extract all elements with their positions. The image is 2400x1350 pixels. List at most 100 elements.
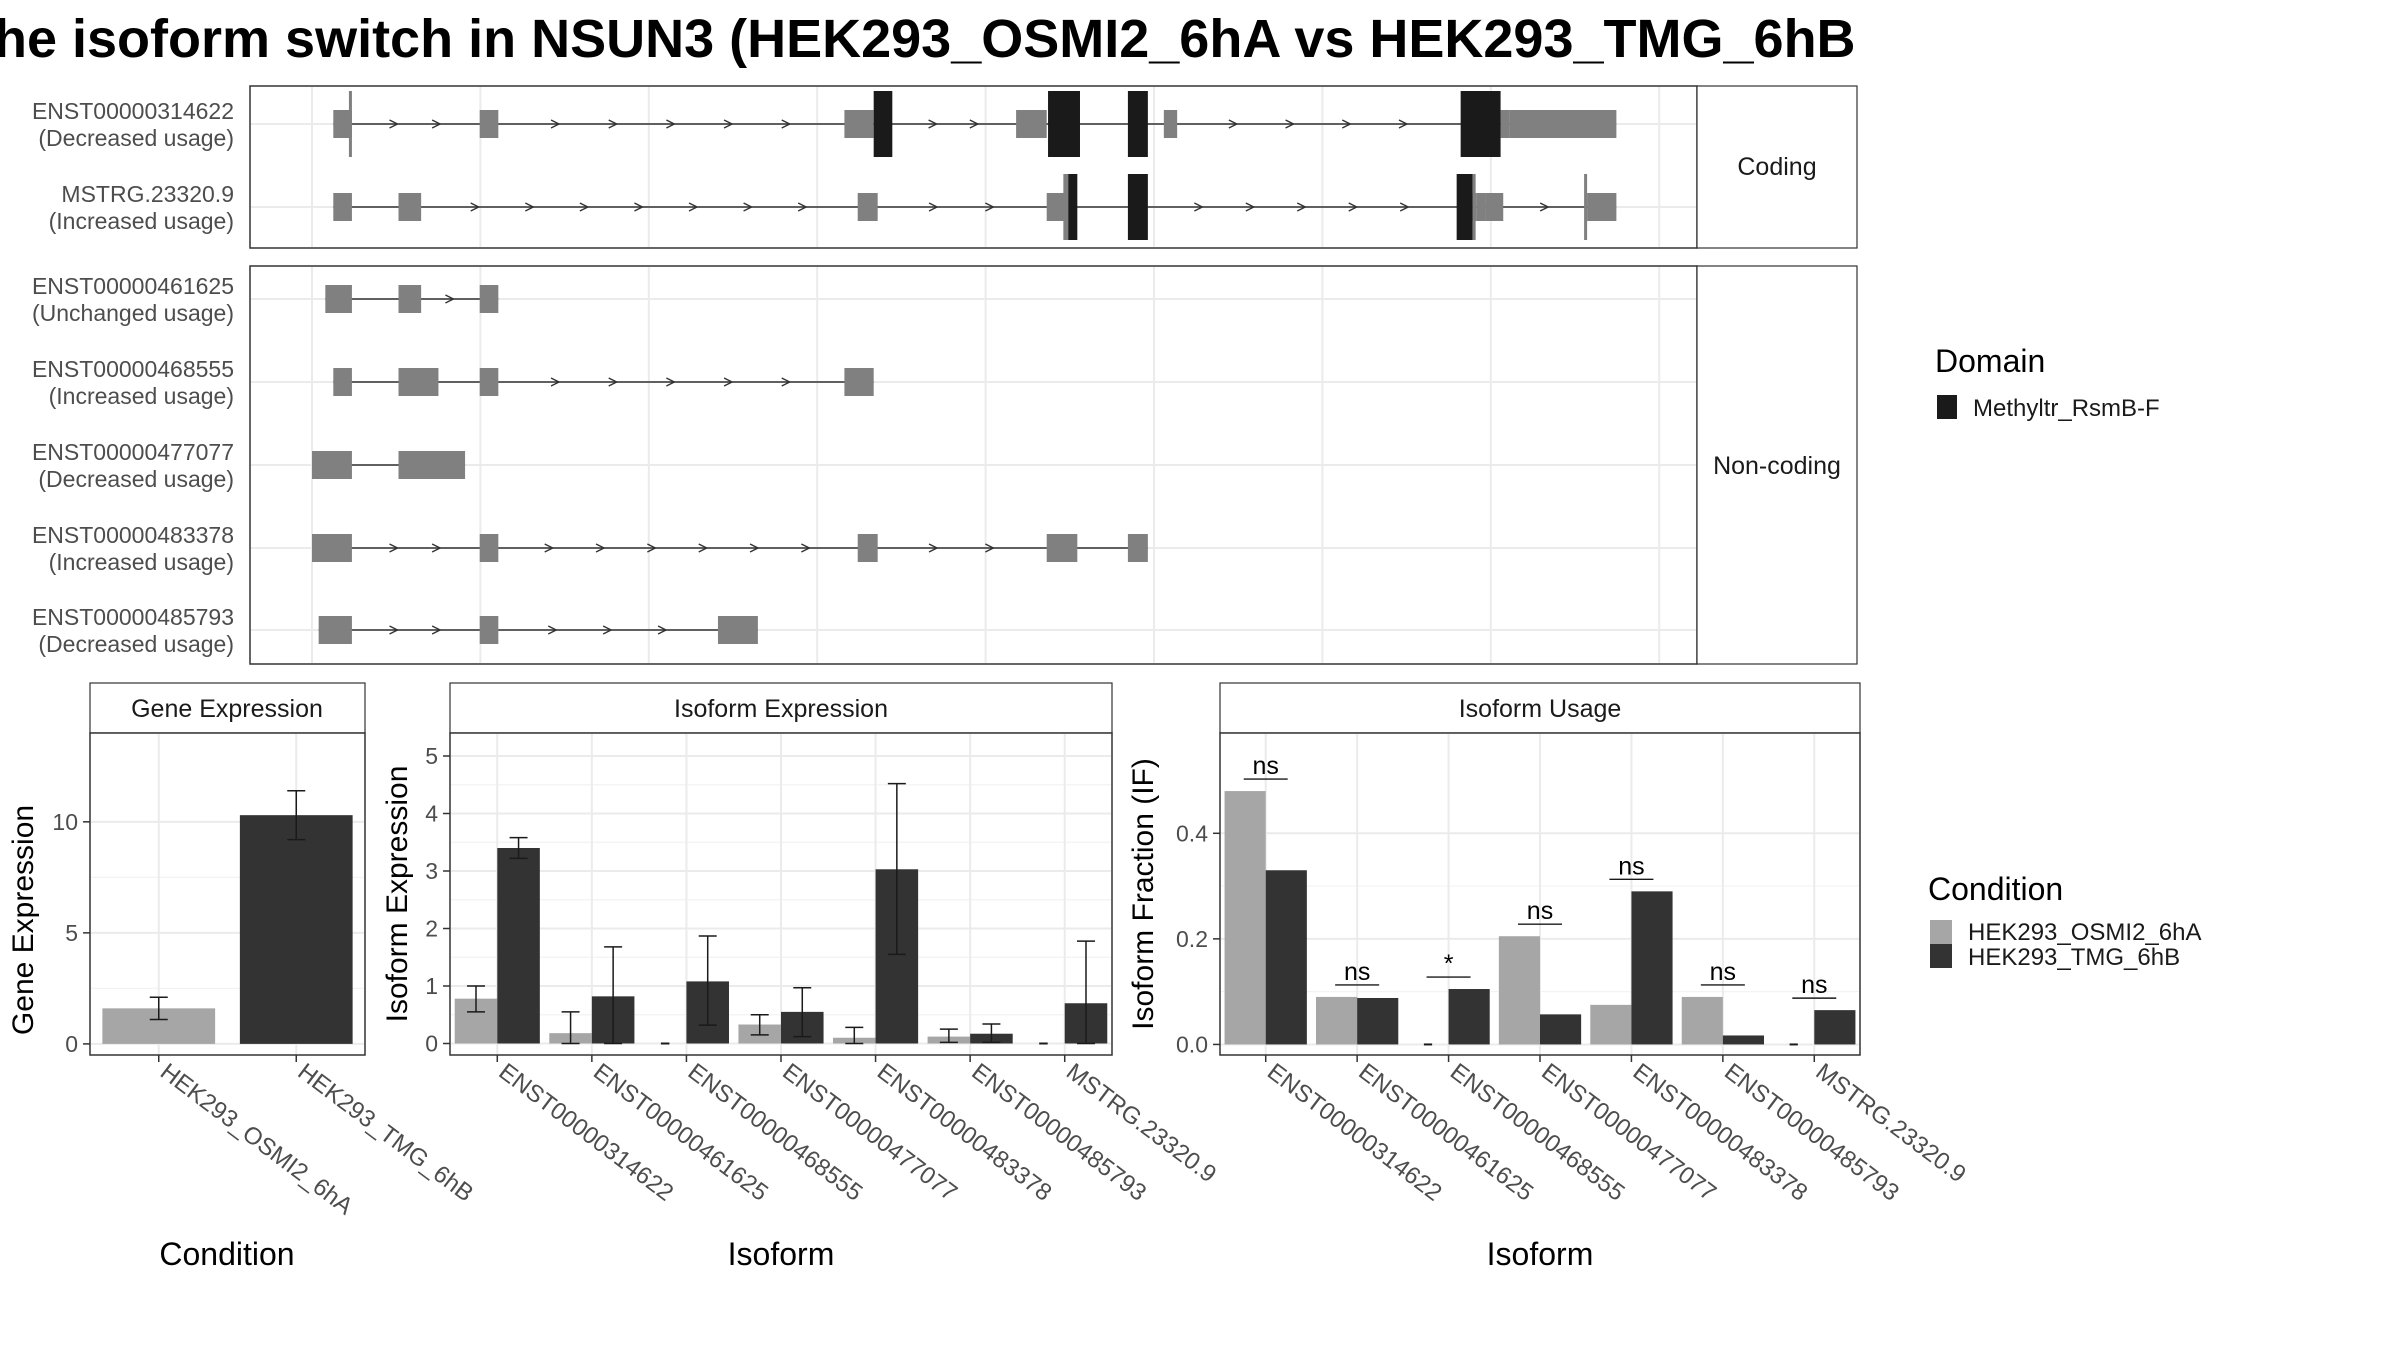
- transcript-id-label: ENST00000485793: [32, 604, 234, 630]
- x-tick-label: MSTRG.23320.9: [1811, 1058, 1971, 1188]
- isoform-usage-ylabel: Isoform Fraction (IF): [1127, 758, 1160, 1030]
- x-tick-label: ENST00000468555: [683, 1058, 868, 1206]
- transcript-model: [312, 451, 466, 479]
- transcript-model: [312, 534, 1148, 562]
- exon: [717, 616, 758, 644]
- condition-legend-key-b: [1930, 944, 1952, 968]
- exon: [479, 616, 499, 644]
- transcript-models: [312, 91, 1617, 644]
- significance-label: ns: [1710, 958, 1736, 986]
- error-bar: [887, 782, 906, 956]
- y-tick-label: 1: [425, 973, 438, 999]
- condition-legend-label-a: HEK293_OSMI2_6hA: [1968, 919, 2201, 946]
- gene-expression-xlabel: Condition: [159, 1236, 294, 1272]
- error-bar: [287, 789, 306, 841]
- exon: [325, 285, 352, 313]
- cds-start-mark: [348, 91, 352, 157]
- y-tick-label: 0.2: [1176, 926, 1208, 952]
- y-tick-label: 0: [425, 1031, 438, 1057]
- error-bar: [604, 946, 623, 1045]
- direction-arrow: [1296, 202, 1307, 212]
- bar: [1814, 1010, 1856, 1045]
- y-tick-label: 2: [425, 916, 438, 942]
- noncoding-strip: [1696, 265, 1858, 665]
- exon: [1587, 193, 1617, 221]
- direction-arrow: [1399, 202, 1410, 212]
- bar: [497, 848, 540, 1044]
- error-bar: [698, 935, 717, 1026]
- exon: [398, 368, 439, 396]
- significance-label: ns: [1618, 852, 1644, 880]
- isoform-usage-title: Isoform Usage: [1459, 695, 1622, 723]
- transcript-structure-panels: Coding Non-coding ENST00000314622(Decrea…: [32, 85, 1858, 665]
- exon: [333, 110, 352, 138]
- direction-arrow: [1398, 119, 1409, 129]
- error-bar: [149, 996, 168, 1021]
- condition-legend-label-b: HEK293_TMG_6hB: [1968, 944, 2180, 971]
- direction-arrow: [647, 543, 657, 553]
- x-tick-label: ENST00000314622: [494, 1058, 679, 1206]
- direction-arrow: [389, 625, 400, 635]
- isoform-expression-xlabel: Isoform: [728, 1236, 835, 1272]
- y-tick-label: 3: [425, 858, 438, 884]
- domain-block: [1127, 174, 1148, 240]
- isoform-expression-panel: Isoform Expression 0 1 2 3 4 5 ENST00000314622…: [381, 682, 1221, 1272]
- direction-arrow: [723, 119, 734, 129]
- exon: [318, 616, 352, 644]
- bar: [1722, 1035, 1764, 1045]
- transcript-model: [318, 616, 758, 644]
- noncoding-strip-label: Non-coding: [1713, 452, 1841, 480]
- direction-arrow: [1194, 202, 1204, 212]
- bar: [1224, 791, 1266, 1045]
- gene-expression-ylabel: Gene Expression: [7, 805, 40, 1035]
- direction-arrow: [524, 202, 535, 212]
- bar: [239, 815, 353, 1044]
- y-tick-label: 5: [65, 920, 78, 946]
- exon: [857, 193, 878, 221]
- exon: [479, 110, 499, 138]
- direction-arrow: [1285, 119, 1296, 129]
- error-bar: [750, 1014, 769, 1036]
- direction-arrow: [431, 543, 442, 553]
- error-bar: [467, 985, 486, 1013]
- bar: [1498, 936, 1540, 1045]
- exon: [1500, 110, 1510, 138]
- direction-arrow: [547, 625, 558, 635]
- transcript-usage-label: (Increased usage): [49, 383, 234, 409]
- bar: [1448, 989, 1490, 1045]
- exon: [844, 110, 874, 138]
- x-tick-label: ENST00000485793: [967, 1058, 1152, 1206]
- bar: [1357, 997, 1399, 1045]
- direction-arrow: [797, 202, 808, 212]
- direction-arrow: [1348, 202, 1359, 212]
- transcript-model: [333, 174, 1617, 240]
- error-bar: [982, 1023, 1001, 1044]
- coding-strip: [1696, 85, 1858, 249]
- y-tick-label: 0.4: [1176, 820, 1208, 846]
- direction-arrow: [657, 625, 668, 635]
- exon: [844, 368, 874, 396]
- condition-legend-title: Condition: [1928, 871, 2063, 907]
- error-bar: [1076, 940, 1095, 1045]
- significance-label: ns: [1801, 971, 1827, 999]
- transcript-usage-label: (Unchanged usage): [32, 300, 234, 326]
- transcript-id-label: MSTRG.23320.9: [61, 181, 234, 207]
- bar: [1681, 996, 1723, 1045]
- x-tick-label: ENST00000314622: [1262, 1058, 1447, 1206]
- significance-label: *: [1444, 950, 1454, 978]
- gene-expression-strip: [89, 682, 366, 734]
- direction-arrow: [470, 202, 481, 212]
- direction-arrow: [1341, 119, 1352, 129]
- transcript-model: [325, 285, 499, 313]
- cds-start-mark: [1063, 174, 1069, 240]
- isoform-expression-ylabel: Isoform Expression: [381, 766, 414, 1023]
- domain-block: [873, 91, 893, 157]
- exon: [1163, 110, 1178, 138]
- direction-arrow: [781, 377, 792, 387]
- direction-arrow: [550, 377, 561, 387]
- error-bar: [939, 1028, 958, 1044]
- isoform-usage-panel: Isoform Usage 0.0 0.2 0.4 ENST00000314622 ns…: [1127, 682, 1971, 1272]
- y-tick-label: 10: [52, 809, 78, 835]
- direction-arrow: [602, 625, 613, 635]
